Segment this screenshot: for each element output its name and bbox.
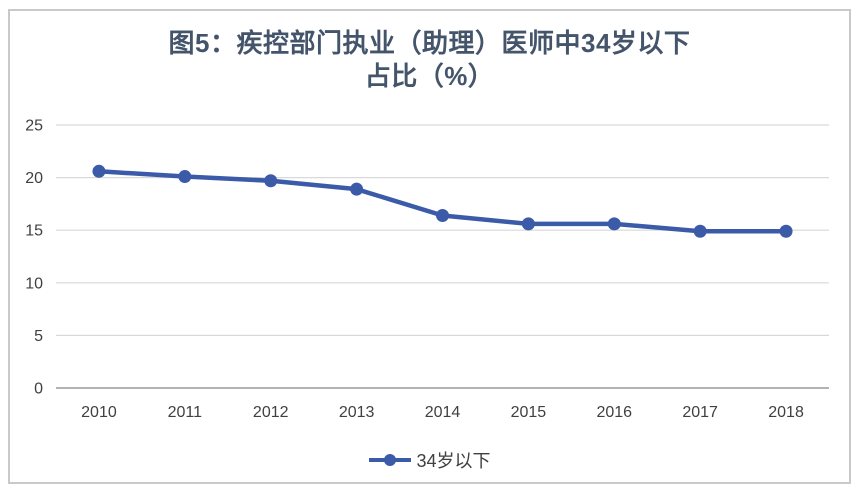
data-point — [178, 170, 192, 184]
legend: 34岁以下 — [10, 447, 849, 473]
x-tick-label: 2016 — [596, 404, 632, 421]
x-tick-label: 2018 — [768, 404, 804, 421]
y-tick-label: 0 — [34, 381, 43, 398]
data-point — [92, 164, 106, 178]
x-tick-label: 2010 — [81, 404, 117, 421]
data-point — [264, 174, 278, 188]
data-point — [436, 208, 449, 222]
y-tick-label: 15 — [25, 223, 43, 240]
x-tick-label: 2011 — [168, 404, 203, 421]
y-tick-label: 20 — [25, 170, 43, 187]
chart-title-line-2: 占比（%） — [364, 61, 495, 91]
x-tick-label: 2015 — [511, 404, 547, 421]
y-tick-label: 5 — [34, 328, 43, 345]
legend-dot-icon — [384, 454, 397, 466]
chart-title: 图5：疾控部门执业（助理）医师中34岁以下 占比（%） — [10, 27, 849, 93]
legend-label: 34岁以下 — [416, 451, 491, 471]
data-point — [607, 217, 621, 231]
x-tick-label: 2017 — [682, 404, 718, 421]
x-tick-label: 2013 — [339, 404, 375, 421]
y-tick-label: 10 — [25, 275, 43, 292]
y-tick-label: 25 — [25, 118, 43, 135]
x-tick-label: 2014 — [425, 404, 461, 421]
plot-area: 0 5 10 15 20 25 2010 2011 2012 2013 2014 2015 2016 20… — [25, 118, 829, 421]
x-tick-label: 2012 — [253, 404, 289, 421]
data-point — [693, 224, 707, 238]
legend-marker-icon — [369, 454, 412, 466]
data-point — [779, 224, 793, 238]
chart: 图5：疾控部门执业（助理）医师中34岁以下 占比（%） 0 5 10 15 20 25 20… — [8, 9, 851, 484]
data-point — [350, 182, 364, 196]
chart-title-line-1: 图5：疾控部门执业（助理）医师中34岁以下 — [168, 28, 691, 58]
series-line — [96, 169, 789, 234]
data-point — [521, 217, 535, 231]
